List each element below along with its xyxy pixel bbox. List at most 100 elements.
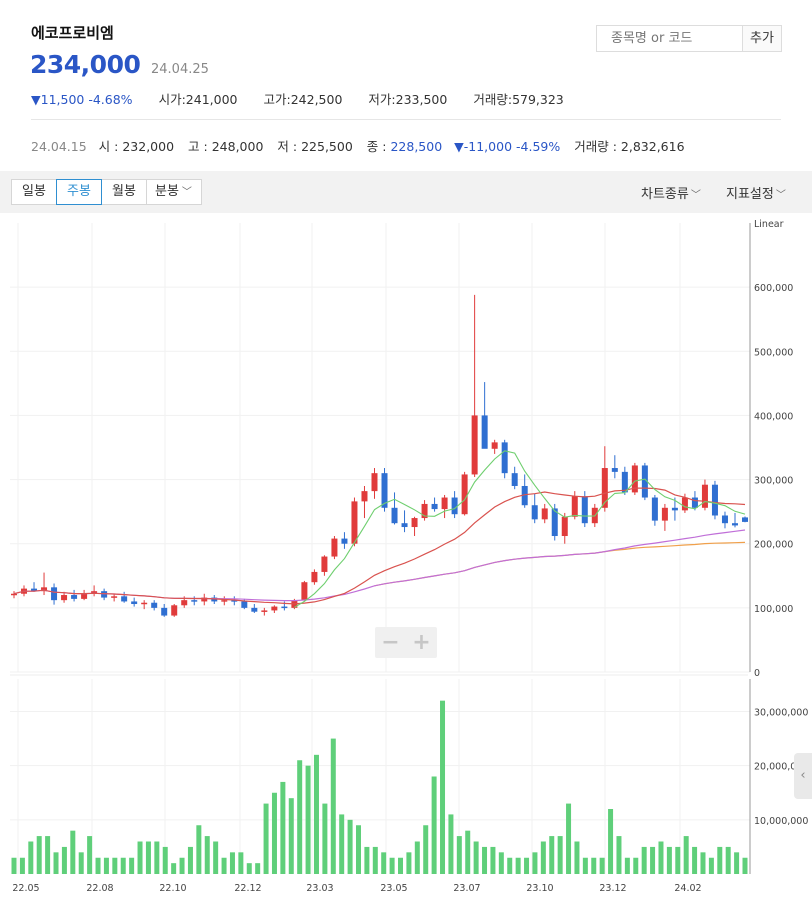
candle-body <box>641 465 648 498</box>
zoom-in-button[interactable]: + <box>412 630 431 655</box>
price-tick-label: 300,000 <box>754 476 793 487</box>
volume-bar <box>145 841 151 874</box>
tab-minute[interactable]: 분봉 ﹀ <box>146 179 202 205</box>
week-close-label: 종 <box>366 139 379 154</box>
volume-bar <box>633 857 639 874</box>
volume-bar <box>532 852 538 874</box>
chart-type-label: 차트종류 <box>641 187 689 202</box>
chevron-down-icon: ﹀ <box>690 190 701 201</box>
volume-bar <box>246 863 252 874</box>
candle-body <box>321 556 328 572</box>
candle-body <box>551 508 558 537</box>
volume-bar <box>355 825 361 874</box>
candle-body <box>351 501 358 544</box>
scale-label: Linear <box>754 219 784 230</box>
volume-bar <box>557 836 563 874</box>
candle-body <box>621 471 628 493</box>
volume-bar <box>524 857 530 874</box>
volume-bar <box>137 841 143 874</box>
chart-type-menu[interactable]: 차트종류 ﹀ <box>641 183 701 202</box>
volume-bar <box>238 852 244 874</box>
week-change-percent: -4.59% <box>516 139 561 154</box>
candle-body <box>391 507 398 524</box>
candle-body <box>241 601 248 608</box>
price-tick-label: 0 <box>754 668 760 679</box>
volume-bar <box>549 836 555 874</box>
candle-body <box>41 587 48 592</box>
volume-bar <box>19 857 25 874</box>
volume-bar <box>313 754 319 874</box>
candle-body <box>491 442 498 449</box>
volume-bar <box>171 863 177 874</box>
volume-bar <box>381 852 387 874</box>
search-box[interactable] <box>596 25 743 52</box>
candle-body <box>141 602 148 605</box>
candle-body <box>671 507 678 511</box>
chart-area[interactable]: 0 100,000 200,000 300,000 400,000 500,000 600,… <box>0 213 812 898</box>
price-tick-label: 400,000 <box>754 411 793 422</box>
volume-bar <box>440 700 446 874</box>
volume-bar <box>574 841 580 874</box>
tab-minute-label: 분봉 <box>155 184 179 199</box>
candle-body <box>311 571 318 583</box>
header-divider <box>31 119 781 120</box>
candle-body <box>331 538 338 557</box>
candle-body <box>51 587 58 601</box>
stock-chart[interactable]: 0 100,000 200,000 300,000 400,000 500,000 600,… <box>0 213 812 898</box>
volume-bar <box>120 857 126 874</box>
week-volume: 2,832,616 <box>620 139 685 154</box>
volume-bar <box>45 836 51 874</box>
candle-body <box>711 484 718 516</box>
ma5-line <box>294 450 746 608</box>
volume-bar <box>498 852 504 874</box>
volume-bar <box>624 857 630 874</box>
candle-body <box>261 610 268 612</box>
candle-body <box>111 596 118 598</box>
candle-body <box>451 497 458 515</box>
candle-body <box>691 497 698 508</box>
volume-bar <box>53 852 59 874</box>
zoom-out-button[interactable]: − <box>381 630 400 655</box>
volume-bar <box>700 852 706 874</box>
x-tick-label: 22.12 <box>234 883 261 894</box>
volume-bar <box>725 846 731 874</box>
candle-body <box>411 518 418 528</box>
volume-bar <box>515 857 521 874</box>
x-tick-label: 22.10 <box>159 883 186 894</box>
volume-value: 579,323 <box>512 92 564 107</box>
add-button[interactable]: 추가 <box>742 25 782 52</box>
candle-body <box>471 415 478 475</box>
indicator-menu[interactable]: 지표설정 ﹀ <box>726 183 786 202</box>
candle-body <box>231 600 238 602</box>
low-stat: 저가:233,500 <box>368 92 448 107</box>
volume-bar <box>213 841 219 874</box>
open-label: 시가 <box>158 92 182 107</box>
x-tick-label: 23.05 <box>380 883 407 894</box>
price-summary: ▼11,500 -4.68% 시가:241,000 고가:242,500 저가:… <box>31 89 586 108</box>
volume-bar <box>280 781 286 874</box>
chart-toolbar: 일봉 주봉 월봉 분봉 ﹀ 차트종류 ﹀ 지표설정 ﹀ <box>0 171 812 213</box>
candle-body <box>151 602 158 608</box>
tab-weekly[interactable]: 주봉 <box>56 179 102 205</box>
candle-body <box>541 508 548 520</box>
candle-body <box>561 516 568 537</box>
x-tick-label: 23.12 <box>599 883 626 894</box>
open-value: 241,000 <box>185 92 238 107</box>
high-label: 고가 <box>263 92 287 107</box>
volume-bar <box>28 841 34 874</box>
candle-body <box>421 503 428 519</box>
price-tick-label: 200,000 <box>754 540 793 551</box>
tab-daily[interactable]: 일봉 <box>11 179 57 205</box>
volume-bar <box>490 846 496 874</box>
volume-tick-label: 30,000,000 <box>754 708 808 719</box>
week-low: 225,500 <box>301 139 353 154</box>
volume-stat: 거래량:579,323 <box>473 92 564 107</box>
candle-body <box>581 496 588 524</box>
volume-bar <box>398 857 404 874</box>
search-input[interactable] <box>597 26 742 51</box>
week-summary: 24.04.15 시 : 232,000 고 : 248,000 저 : 225… <box>31 139 685 154</box>
side-panel-toggle[interactable]: ‹ <box>794 753 812 799</box>
current-price: 234,000 <box>30 50 141 79</box>
candle-body <box>161 607 168 616</box>
tab-monthly[interactable]: 월봉 <box>101 179 147 205</box>
